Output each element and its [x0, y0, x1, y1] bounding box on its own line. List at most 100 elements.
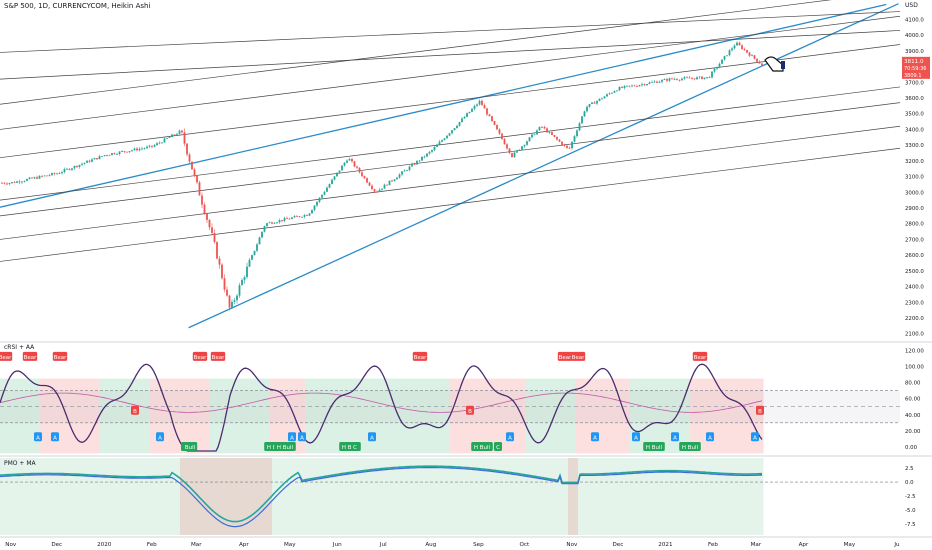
currency-label: USD [905, 2, 918, 9]
candle-body [48, 175, 51, 176]
candle-body [236, 295, 238, 301]
candle-body [151, 145, 153, 147]
candle-body [66, 168, 68, 170]
candle-body [6, 183, 8, 185]
candle-body [601, 98, 603, 100]
candle-body [108, 154, 111, 156]
signal-badge [756, 405, 764, 415]
candle-body [153, 145, 156, 147]
candle-body [171, 134, 173, 138]
signal-badge [570, 351, 586, 361]
signal-badge [706, 432, 714, 442]
candle-body [351, 158, 353, 162]
candle-body [321, 194, 323, 198]
price-tick-label: 2600.0 [905, 253, 924, 259]
candle-body [333, 176, 336, 180]
candle-body [131, 150, 133, 152]
signal-badge [182, 441, 198, 451]
candle-body [478, 100, 481, 105]
candle-body [116, 154, 118, 155]
candle-body [296, 216, 298, 217]
signal-text: B [758, 409, 762, 415]
price-axis[interactable]: 4100.04000.03900.03800.03700.03600.03500… [902, 17, 930, 528]
candle-body [703, 77, 706, 80]
price-tick-label: 2500.0 [905, 269, 924, 275]
signal-text: Bear [0, 355, 12, 361]
crsi-signal-label: A [51, 432, 59, 442]
signal-badge [192, 351, 208, 361]
candle-body [8, 183, 11, 185]
trendlines[interactable] [0, 0, 901, 329]
candle-body [146, 146, 148, 149]
candle-body [398, 174, 401, 178]
signal-badge [466, 405, 474, 415]
candle-body [718, 63, 721, 68]
pmo-tick-label: -2.5 [905, 494, 916, 500]
candle-body [51, 173, 53, 176]
signal-badge [412, 351, 428, 361]
rsi-pane-label[interactable]: cRSI + AA [4, 344, 35, 351]
signal-badge [298, 432, 306, 442]
candle-body [641, 84, 643, 86]
candle-body [708, 77, 711, 78]
candle-body [38, 175, 41, 179]
candle-body [698, 76, 701, 78]
time-tick-label: Nov [5, 542, 17, 548]
candle-body [728, 50, 731, 56]
signal-badge [274, 441, 296, 451]
candle-body [363, 176, 366, 179]
candle-body [661, 79, 663, 82]
crsi-signal-label: Bear [412, 351, 428, 361]
candle-body [248, 259, 251, 267]
candle-body [371, 185, 373, 190]
candle-body [61, 172, 63, 174]
candle-body [623, 85, 626, 88]
crsi-signal-label: Bear [692, 351, 708, 361]
last-price-badge [902, 56, 930, 79]
candle-body [521, 146, 523, 150]
candle-body [158, 142, 161, 144]
crsi-tick-label: 0.00 [905, 445, 918, 451]
candle-body [218, 258, 221, 265]
candle-body [238, 285, 241, 296]
candle-body [111, 153, 113, 155]
candle-body [606, 94, 608, 97]
crsi-zone [630, 378, 690, 454]
candle-body [356, 166, 358, 168]
channel-line [0, 44, 901, 159]
signal-badge [679, 441, 701, 451]
candle-body [556, 136, 558, 140]
candle-body [558, 139, 561, 142]
time-tick-label: Mar [751, 542, 762, 548]
candle-body [591, 102, 593, 104]
candle-body [346, 160, 348, 163]
candle-body [581, 116, 583, 124]
candle-body [671, 78, 673, 80]
crsi-signal-label: Bear [0, 351, 13, 361]
time-axis[interactable]: Nov Dec 2020 Feb Mar Apr May Jun Jul Aug Sep Oct Nov… [5, 542, 900, 548]
time-tick-label: Oct [520, 542, 530, 548]
crsi-signal-label: Bear [22, 351, 38, 361]
candle-body [513, 152, 516, 158]
candle-body [281, 220, 283, 221]
candle-body [418, 160, 421, 162]
candle-body [706, 77, 708, 78]
pmo-tick-label: 0.0 [905, 480, 914, 486]
time-tick-label: Jul [379, 542, 387, 548]
candle-body [608, 93, 611, 95]
candle-body [201, 195, 203, 205]
channel-line [0, 86, 901, 201]
candle-body [33, 177, 36, 179]
candle-body [583, 111, 586, 117]
candle-body [341, 165, 343, 171]
candle-body [616, 90, 618, 92]
candle-body [161, 142, 163, 144]
candle-body [263, 226, 266, 232]
candle-body [396, 177, 398, 180]
crsi-signal-label: A [591, 432, 599, 442]
crsi-zone [690, 378, 764, 454]
pmo-pane-label[interactable]: PMO + MA [4, 460, 36, 467]
candle-body [433, 146, 436, 151]
price-tick-label: 2400.0 [905, 285, 924, 291]
